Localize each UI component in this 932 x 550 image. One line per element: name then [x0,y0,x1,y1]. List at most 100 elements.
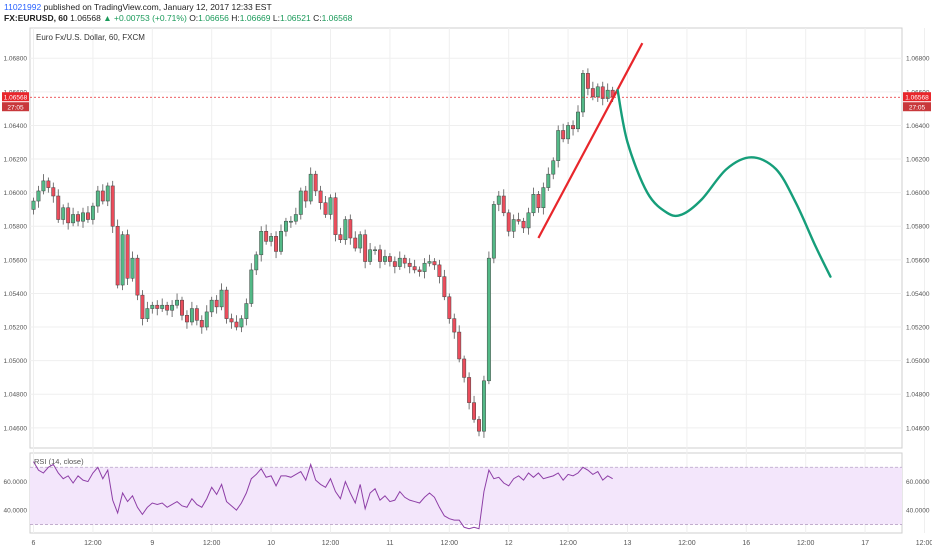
candle-body [576,111,580,130]
candle-body [496,195,501,205]
low-value: 1.06521 [279,13,311,23]
candle-body [76,214,80,222]
candle-body [526,212,531,229]
candle-body [61,207,66,220]
y-tick-label-right: 1.04800 [906,392,930,399]
y-tick-label-right: 1.06000 [906,190,930,197]
rsi-title: RSI (14, close) [34,457,84,466]
candle-body [417,269,422,272]
candle-body [600,86,605,99]
candle-body [447,296,452,319]
y-tick-label-left: 1.06200 [4,157,28,164]
trend-line-drawing[interactable] [537,42,644,239]
x-tick-label: 12:00 [559,540,577,547]
candle-body [511,219,516,232]
candle-body [31,200,36,210]
candle-body [491,204,496,259]
candle-body [219,289,224,308]
candle-body [204,311,209,328]
candle-body [56,195,61,220]
candle-body [477,419,481,432]
candle-body [462,358,467,378]
y-tick-label-right: 1.04600 [906,425,930,432]
x-tick-label: 12:00 [441,540,459,547]
y-tick-label-left: 1.06400 [4,123,28,130]
ohlc-line: FX:EURUSD, 60 1.06568 ▲ +0.00753 (+0.71%… [4,13,352,23]
candle-body [36,190,41,202]
rsi-tick-label-right: 40.0000 [906,508,930,515]
publisher-id[interactable]: 11021992 [4,2,42,12]
candle-body [348,219,353,239]
candle-body [298,190,303,215]
candle-body [244,303,249,319]
candle-body [486,257,491,382]
projection-curve-drawing[interactable] [616,88,832,278]
candle-body [402,257,407,264]
candle-body [467,377,472,403]
candle-body [605,89,610,99]
rsi-tick-label-right: 60.0000 [906,479,930,486]
countdown-badge-left [2,102,29,112]
open-value: 1.06656 [198,13,229,23]
x-tick-label: 12:00 [916,540,932,547]
candle-body [269,236,274,242]
x-tick-label: 12:00 [678,540,696,547]
candle-body [516,219,521,222]
published-text: published on TradingView.com, January 12… [43,2,272,12]
x-tick-label: 16 [742,540,750,547]
countdown-label-left: 27:05 [7,105,24,112]
candle-body [338,234,343,240]
candle-body [303,190,308,202]
candle-body [51,187,56,197]
rsi-line [33,461,613,530]
candle-body [274,236,279,252]
x-tick-label: 12:00 [203,540,221,547]
y-tick-label-left: 1.04600 [4,425,28,432]
candle-body [224,289,229,319]
candle-body [506,212,511,232]
low-label: L: [272,13,280,23]
x-tick-label: 10 [267,540,275,547]
chart-header: 11021992 published on TradingView.com, J… [0,0,932,24]
x-tick-label: 12 [505,540,513,547]
candle-body [531,194,536,214]
candle-body [378,249,382,262]
high-value: 1.06669 [239,13,271,23]
candle-body [392,261,397,267]
y-tick-label-left: 1.06800 [4,56,28,63]
x-tick-label: 12:00 [84,540,102,547]
candle-body [155,304,160,309]
y-tick-label-right: 1.05000 [906,358,930,365]
candle-body [313,173,318,192]
candle-body [194,308,199,321]
candle-body [135,257,140,296]
x-tick-label: 12:00 [797,540,815,547]
candle-body [293,214,298,222]
candle-body [343,219,348,240]
price-pane [29,27,903,449]
candle-body [556,130,561,161]
candle-body [254,254,259,271]
candle-body [585,73,590,89]
candle-body [422,262,427,272]
high-label: H: [231,13,240,23]
candle-body [234,321,239,328]
candle-body [41,180,46,192]
candle-body [239,318,244,328]
candle-body [160,304,165,309]
y-tick-label-left: 1.05400 [4,291,28,298]
y-tick-label-right: 1.05800 [906,224,930,231]
candle-body [333,197,338,235]
candle-body [264,231,269,242]
candle-body [145,308,150,319]
publish-line: 11021992 published on TradingView.com, J… [4,2,272,12]
countdown-label-right: 27:05 [909,105,926,112]
candle-body [189,308,194,323]
candle-body [328,197,333,215]
candle-body [120,234,125,286]
candle-body [521,220,526,229]
last-price-label-right: 1.06568 [905,95,929,102]
candle-body [86,212,90,220]
candle-body [279,231,283,252]
